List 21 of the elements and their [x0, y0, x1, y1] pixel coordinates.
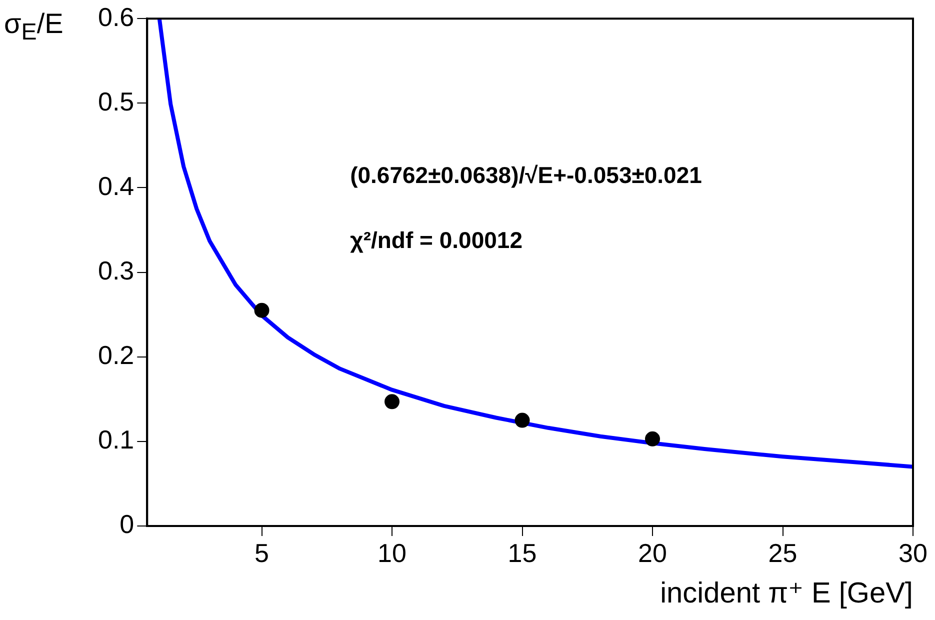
- y-tick-label: 0.3: [98, 255, 134, 286]
- x-tick-label: 10: [378, 538, 406, 568]
- x-axis-title: incident π⁺ E [GeV]: [660, 578, 913, 610]
- y-tick-label: 0: [120, 509, 134, 540]
- x-tick-label: 5: [254, 538, 269, 568]
- y-tick-label: 0.4: [98, 170, 134, 201]
- x-tick-label: 25: [768, 538, 798, 568]
- x-tick-label: 20: [638, 538, 667, 568]
- point: [514, 412, 530, 428]
- annotation: (0.6762±0.0638)/√E+-0.053±0.021: [350, 162, 702, 188]
- point: [384, 394, 400, 410]
- x-tick-label: 15: [508, 538, 537, 568]
- point: [645, 431, 660, 446]
- point: [254, 302, 270, 318]
- y-tick-label: 0.6: [98, 2, 134, 32]
- y-axis-title: σ$_{E}$/E: [4, 8, 64, 46]
- annotation: χ²/ndf = 0.00012: [350, 226, 522, 253]
- x-tick-label: 30: [898, 538, 928, 568]
- y-tick-label: 0.5: [98, 86, 134, 116]
- y-tick-label: 0.2: [98, 340, 134, 370]
- y-tick-label: 0.1: [98, 424, 134, 455]
